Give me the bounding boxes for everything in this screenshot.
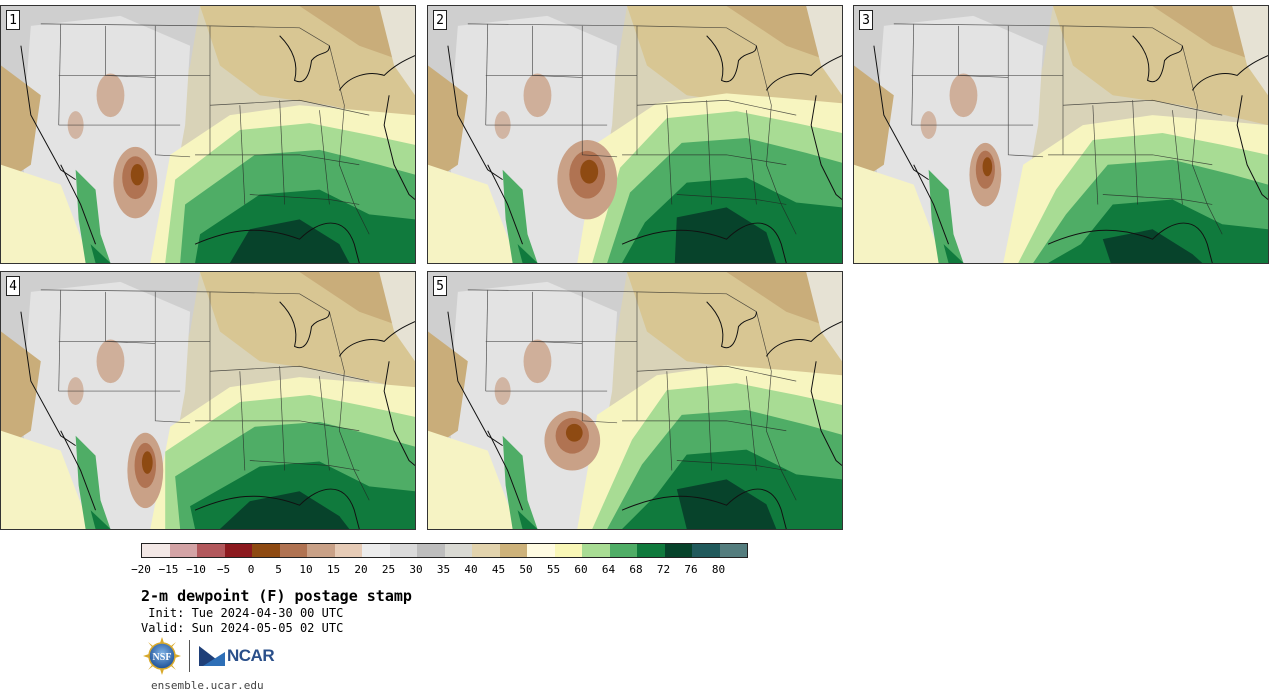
colorbar-tick: 64 [601,563,616,576]
colorbar-tick: 72 [656,563,671,576]
plot-title: 2-m dewpoint (F) postage stamp [141,587,412,605]
colorbar-swatch [307,544,335,557]
init-time: Init: Tue 2024-04-30 00 UTC [141,606,344,620]
colorbar-tick: 50 [519,563,533,576]
dewpoint-map [854,6,1268,263]
nsf-logo-icon: NSF [143,637,181,675]
colorbar-tick: 25 [381,563,396,576]
colorbar-swatch [692,544,720,557]
colorbar-tick: 55 [546,563,561,576]
map-panel-1: 1 [0,5,416,264]
colorbar-tick: 45 [491,563,506,576]
logo-divider [189,640,190,672]
colorbar-tick: 10 [299,563,313,576]
colorbar-tick: 35 [436,563,451,576]
colorbar-tick: 76 [684,563,698,576]
dewpoint-colorbar [141,543,748,558]
panel-number-label: 1 [6,10,20,30]
colorbar-swatch [527,544,555,557]
colorbar-tick: −5 [216,563,231,576]
panel-number-label: 3 [859,10,873,30]
panel-number-label: 5 [433,276,447,296]
colorbar-swatch [279,544,307,557]
ncar-logo-icon [199,646,225,666]
colorbar-tick: 0 [247,563,255,576]
logo-row: NSF NCAR [143,636,275,676]
colorbar-swatch [389,544,417,557]
website-url: ensemble.ucar.edu [151,679,264,692]
colorbar-swatch [719,544,747,557]
map-panel-2: 2 [427,5,843,264]
colorbar-swatch [554,544,582,557]
svg-text:NSF: NSF [153,652,172,663]
colorbar-swatch [334,544,362,557]
map-panel-5: 5 [427,271,843,530]
colorbar-tick: 15 [326,563,341,576]
map-panel-3: 3 [853,5,1269,264]
valid-time: Valid: Sun 2024-05-05 02 UTC [141,621,344,635]
colorbar-swatch [362,544,390,557]
colorbar-swatch [582,544,610,557]
colorbar-swatch [169,544,197,557]
colorbar-tick: −10 [186,563,206,576]
map-panel-4: 4 [0,271,416,530]
colorbar-swatch [637,544,665,557]
colorbar-swatch [664,544,692,557]
colorbar-swatch [444,544,472,557]
colorbar-tick: −20 [131,563,151,576]
colorbar-tick: −15 [158,563,179,576]
dewpoint-map [428,272,842,529]
colorbar-tick: 40 [464,563,478,576]
panel-number-label: 4 [6,276,20,296]
colorbar-tick-labels: −20 −15 −10 −5 0 5 10 15 20 25 30 35 40 45 50 55 60 64 68 7… [131,563,761,577]
colorbar-tick: 68 [629,563,643,576]
ncar-logo-text: NCAR [227,646,275,665]
colorbar-tick: 80 [711,563,726,576]
colorbar-tick: 20 [354,563,368,576]
colorbar-swatch [609,544,637,557]
colorbar-swatch [252,544,280,557]
dewpoint-map [1,6,415,263]
colorbar-swatch [142,544,170,557]
dewpoint-map [1,272,415,529]
colorbar-tick: 30 [409,563,423,576]
panel-number-label: 2 [433,10,447,30]
colorbar-swatch [417,544,445,557]
colorbar-swatch [197,544,225,557]
dewpoint-map [428,6,842,263]
colorbar-tick: 60 [574,563,588,576]
colorbar-swatch [224,544,252,557]
colorbar-tick: 5 [275,563,282,576]
colorbar-swatch [472,544,500,557]
colorbar-swatch [499,544,527,557]
